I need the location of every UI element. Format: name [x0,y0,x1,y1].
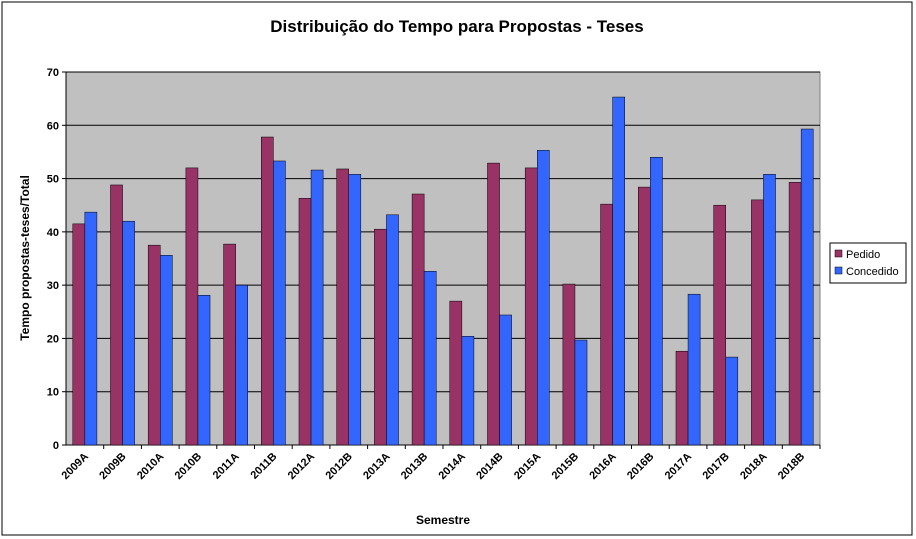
bar [751,199,764,446]
bar [763,174,776,446]
bar [223,243,236,446]
legend-swatch [834,249,843,258]
bar [461,336,475,446]
chart-title: Distribuição do Tempo para Propostas - T… [270,17,643,36]
bar [562,283,576,446]
bar [650,157,663,446]
legend-label: Concedido [846,266,899,278]
bar [499,314,512,446]
bar [84,211,98,446]
bar [687,293,701,446]
bar [197,295,211,446]
bar [612,96,625,446]
y-tick-label: 40 [47,227,59,239]
y-axis-title: Tempo propostas-teses/Total [18,175,32,341]
bar [449,300,463,446]
bar [487,162,500,446]
y-tick-label: 20 [47,333,59,345]
x-axis-title: Semestre [416,513,470,527]
bar [537,150,550,446]
legend: Pedido Concedido [829,242,907,284]
y-tick-label: 30 [47,280,59,292]
bar [185,167,199,446]
bar [600,203,613,446]
bar [298,198,312,446]
bar [273,160,286,446]
legend-label: Pedido [846,249,880,261]
y-tick-label: 0 [53,440,59,452]
plot-area [65,71,821,446]
bar [675,350,689,446]
bar [336,168,350,446]
bar [800,128,814,446]
bar [524,167,538,446]
bar [147,244,161,446]
bar [713,204,726,446]
bar [235,284,248,446]
bar [122,220,135,446]
y-tick-label: 60 [47,120,59,132]
legend-box [829,242,907,284]
bar [574,339,588,446]
y-tick-label: 10 [47,387,59,399]
bar [423,271,437,446]
bar [386,214,399,446]
y-tick-label: 70 [47,67,59,79]
bar [411,193,425,446]
bar [160,255,173,446]
bar [72,223,86,446]
bar [348,174,362,446]
bar [374,228,387,446]
bar [638,186,651,446]
legend-swatch [834,266,843,275]
bar [725,356,739,446]
bar [110,184,123,446]
bar [261,136,274,446]
bar [788,182,802,446]
bar [310,169,324,446]
y-tick-label: 50 [47,174,59,186]
